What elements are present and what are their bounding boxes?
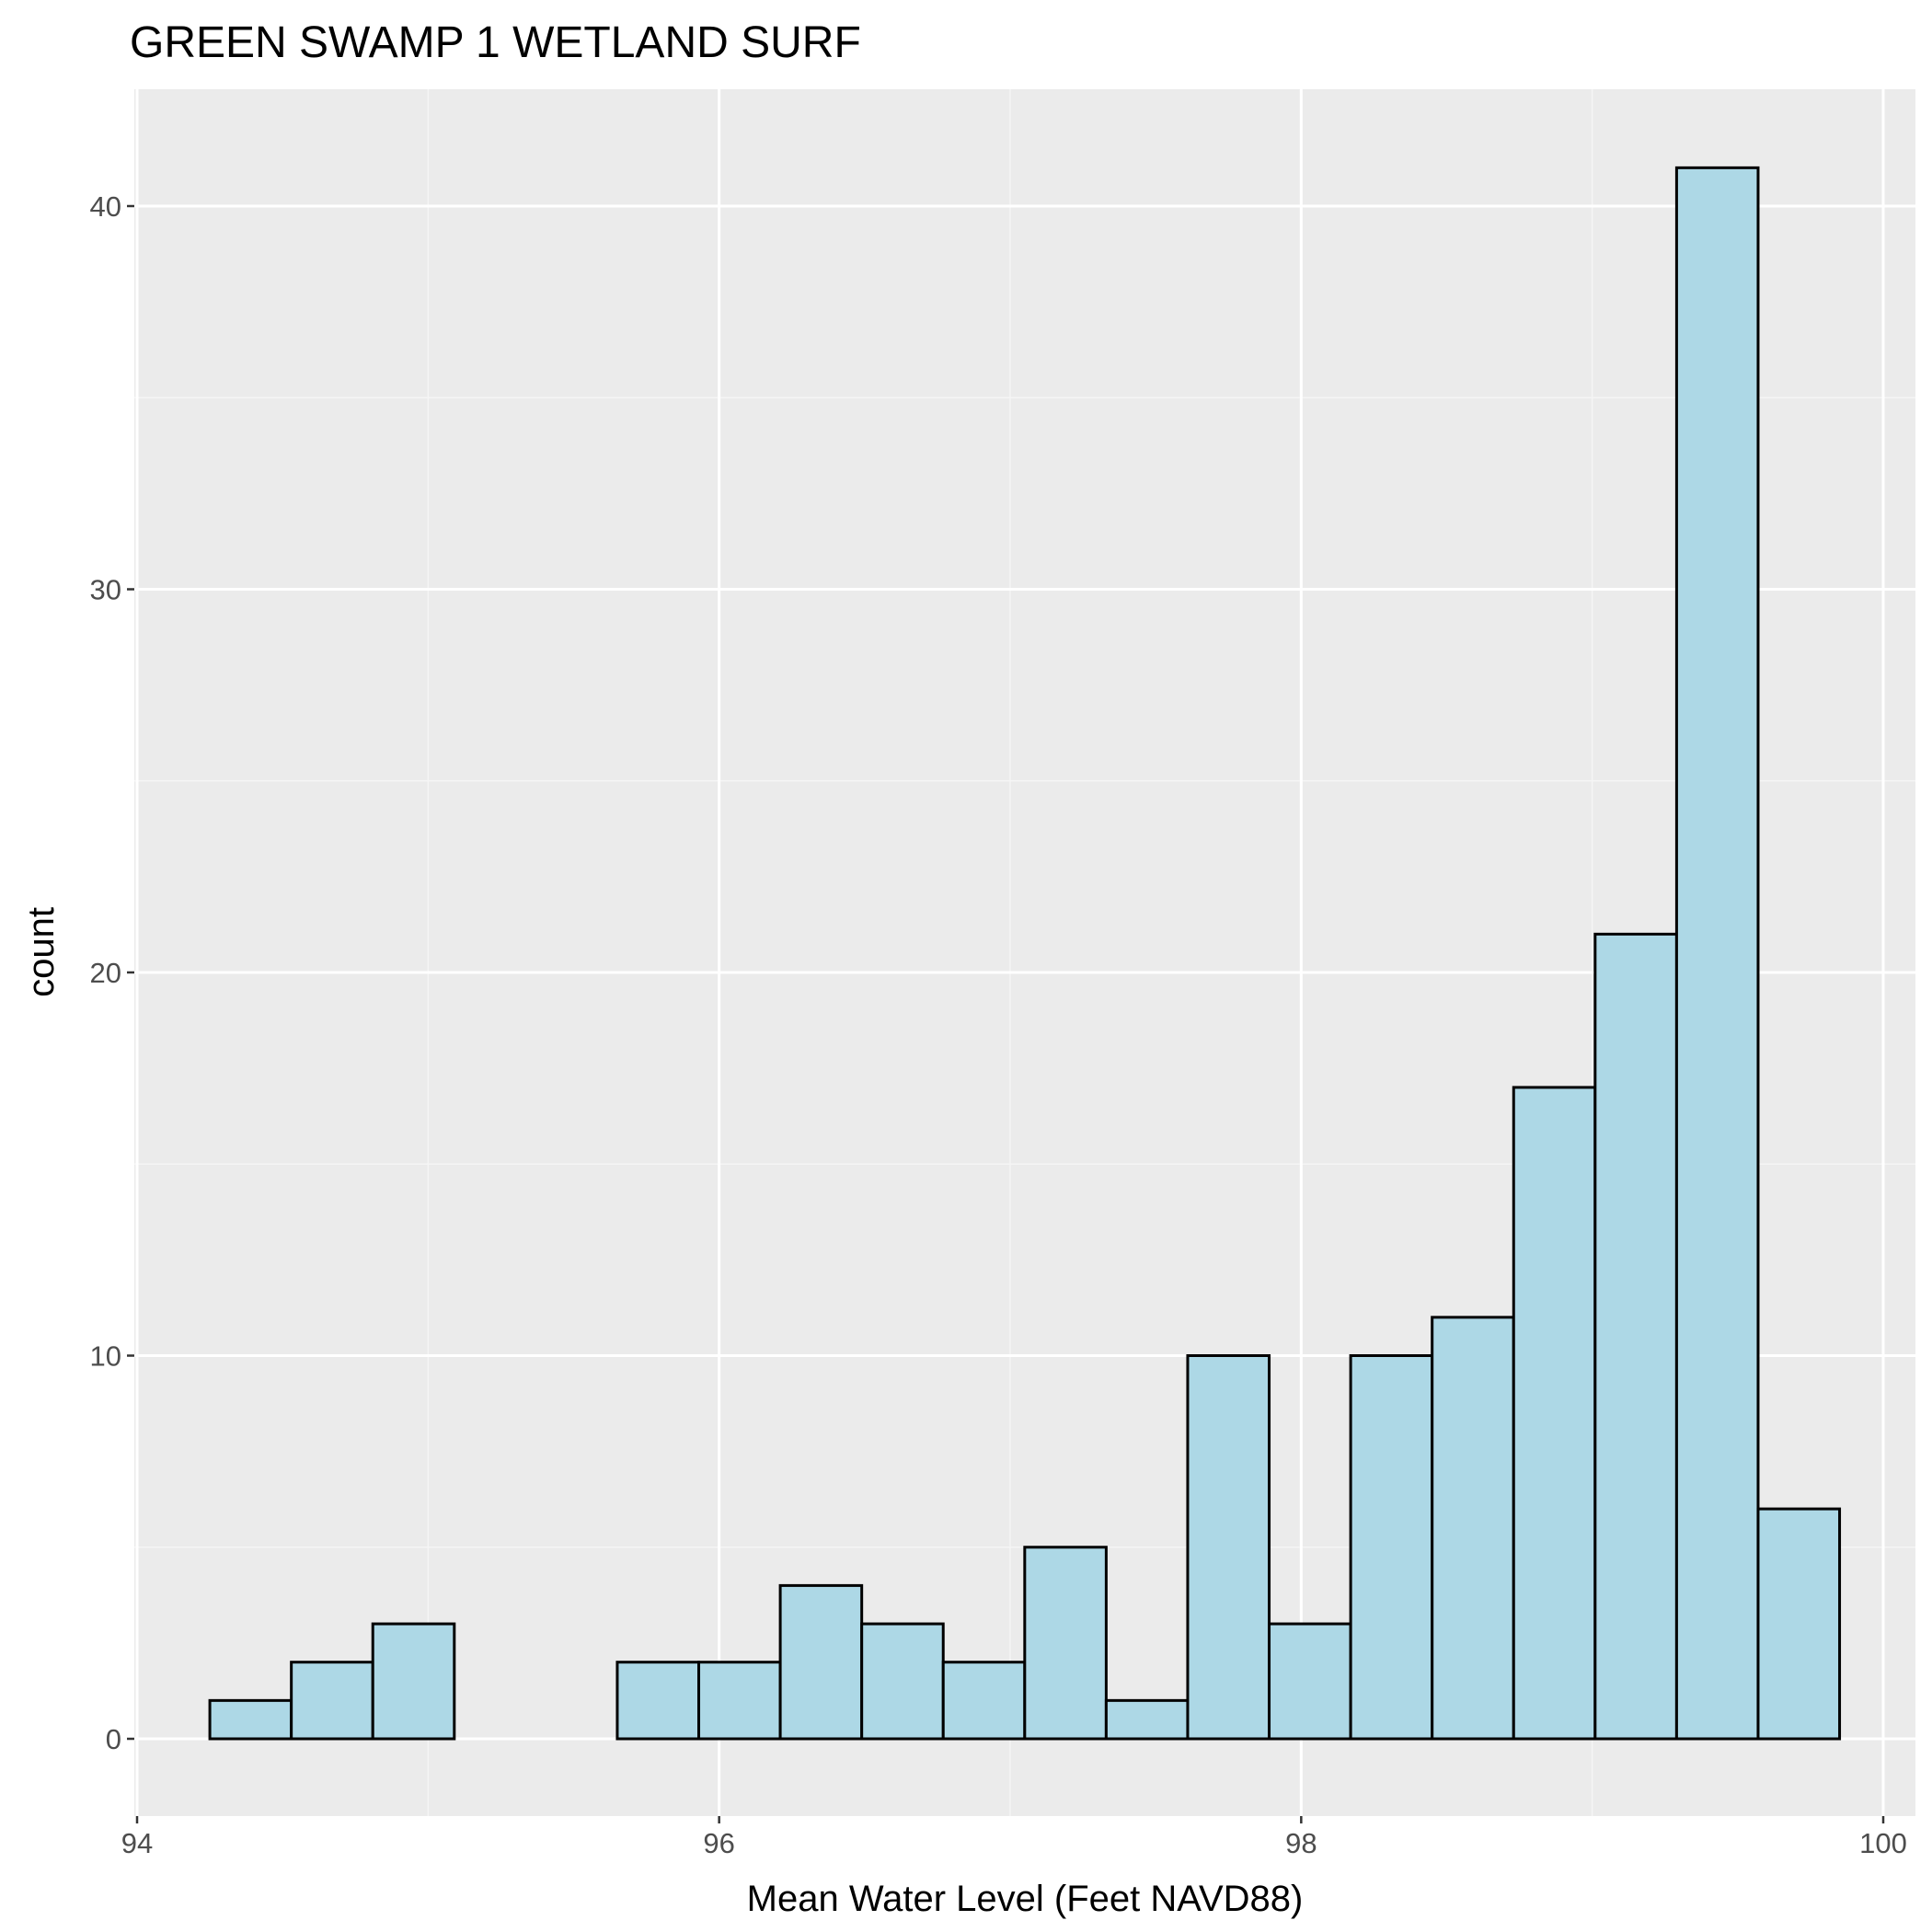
histogram-bar: [1023, 1546, 1108, 1741]
histogram-bar: [1593, 932, 1678, 1741]
histogram-bar: [697, 1661, 782, 1741]
histogram-bar: [208, 1698, 293, 1741]
histogram-bar: [290, 1661, 374, 1741]
y-tick-label: 0: [106, 1723, 121, 1755]
histogram-bar: [1431, 1316, 1515, 1741]
x-tick-label: 100: [1859, 1827, 1907, 1859]
histogram-bar: [1756, 1507, 1842, 1741]
x-tick-label: 96: [703, 1827, 734, 1859]
histogram-bar: [778, 1583, 864, 1741]
x-axis-title: Mean Water Level (Feet NAVD88): [747, 1879, 1304, 1919]
histogram-bar: [1186, 1354, 1271, 1741]
histogram-bars: [208, 166, 1842, 1741]
minor-gridlines: [134, 89, 1915, 1816]
histogram-bar: [1512, 1086, 1597, 1741]
y-tick-label: 20: [90, 957, 121, 989]
chart-title: GREEN SWAMP 1 WETLAND SURF: [130, 18, 861, 67]
y-tick-label: 40: [90, 190, 121, 223]
histogram-bar: [1268, 1622, 1352, 1741]
histogram-bar: [1349, 1354, 1434, 1741]
y-tick-label: 10: [90, 1340, 121, 1373]
y-axis-title: count: [21, 907, 62, 997]
histogram-bar: [860, 1622, 945, 1741]
x-tick-label: 94: [121, 1827, 153, 1859]
major-gridlines: [134, 89, 1915, 1816]
x-axis: 94 96 98 100: [121, 1816, 1907, 1859]
histogram-bar: [1674, 166, 1760, 1741]
x-tick-label: 98: [1285, 1827, 1317, 1859]
y-tick-label: 30: [90, 574, 121, 606]
y-axis: 0 10 20 30 40: [90, 190, 134, 1755]
histogram-bar: [615, 1661, 701, 1741]
histogram-bar: [941, 1661, 1027, 1741]
histogram-bar: [1104, 1698, 1190, 1741]
histogram-bar: [371, 1622, 456, 1741]
